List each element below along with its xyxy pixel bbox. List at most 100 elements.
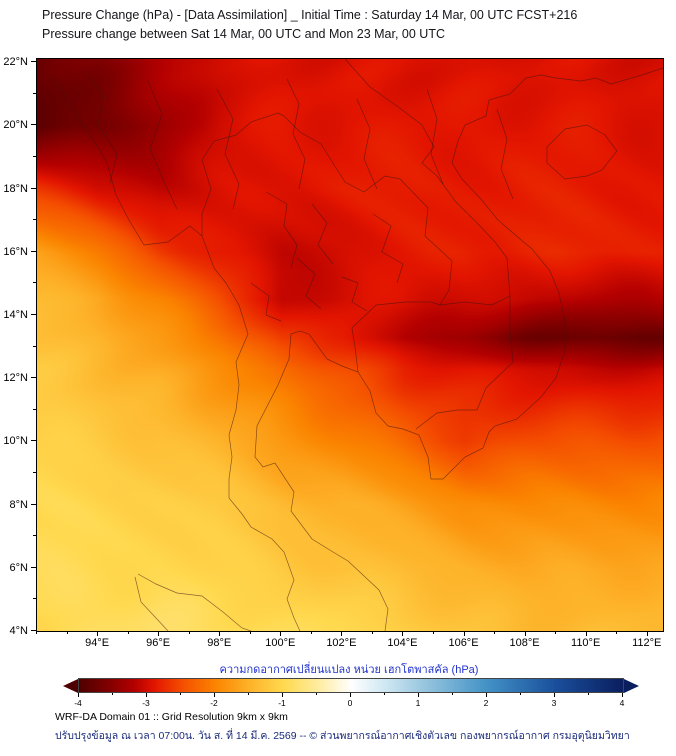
lon-tick-mark	[127, 631, 129, 634]
lat-tick-mark	[33, 345, 36, 347]
colorbar-tick-mark	[622, 693, 623, 697]
lat-tick-mark	[31, 124, 36, 126]
thai-myanmar-border-path	[201, 112, 285, 236]
lon-tick-mark	[188, 631, 190, 634]
lat-tick-label: 18°N	[3, 182, 28, 195]
longitude-axis: 94°E 96°E 98°E 100°E 102°E 104°E 106°E 108°E 110…	[36, 631, 664, 653]
lon-tick-label: 102°E	[326, 637, 357, 649]
lon-tick-mark	[249, 631, 251, 634]
colorbar-tick-label: -1	[278, 698, 286, 708]
page-subtitle: Pressure change between Sat 14 Mar, 00 U…	[42, 27, 445, 41]
colorbar-tick-mark	[248, 693, 249, 695]
page-title: Pressure Change (hPa) - [Data Assimilati…	[42, 8, 578, 22]
lat-tick-label: 10°N	[3, 435, 28, 448]
map-plot-area	[36, 58, 664, 632]
lat-tick-label: 14°N	[3, 308, 28, 321]
lon-tick-mark	[66, 631, 68, 634]
lon-tick-mark	[219, 631, 221, 636]
lon-tick-label: 94°E	[85, 637, 110, 649]
colorbar-tick-mark	[520, 693, 521, 695]
lat-tick-label: 6°N	[9, 561, 28, 574]
colorbar-tick-label: 1	[415, 698, 421, 708]
pressure-field-canvas	[37, 59, 663, 631]
lon-tick-mark	[36, 631, 37, 634]
latitude-axis: 22°N 20°N 18°N 16°N 14°N 12°N 10°N 8°N 6°N 4°N	[0, 56, 36, 637]
colorbar-tick-label: -4	[74, 698, 82, 708]
lon-tick-mark	[310, 631, 312, 634]
lon-tick-mark	[616, 631, 618, 634]
lat-tick-label: 4°N	[9, 625, 28, 637]
lon-tick-label: 106°E	[448, 637, 479, 649]
colorbar-tick-mark	[316, 693, 317, 695]
state-boundaries-texture-path	[82, 68, 514, 210]
coastline-myanmar-path	[51, 77, 203, 246]
footer-update-info: ปรับปรุงข้อมูล ณ เวลา 07:00น. วัน ส. ที่…	[55, 730, 630, 742]
lat-tick-mark	[33, 219, 36, 221]
lat-tick-mark	[33, 282, 36, 284]
lat-tick-mark	[33, 155, 36, 157]
colorbar-tick-mark	[282, 693, 283, 697]
colorbar-gradient	[78, 678, 624, 693]
lat-tick-mark	[31, 187, 36, 189]
colorbar-tick-label: -2	[210, 698, 218, 708]
thai-cambodia-border-path	[351, 301, 441, 373]
colorbar-tick-mark	[452, 693, 453, 695]
colorbar-tick-label: 4	[619, 698, 625, 708]
lat-tick-mark	[31, 377, 36, 379]
colorbar-tick-mark	[214, 693, 215, 697]
vietnam-laos-cambodia-border-path	[415, 295, 514, 430]
colorbar-tick-label: 3	[551, 698, 557, 708]
footer-grid-info: WRF-DA Domain 01 :: Grid Resolution 9km …	[55, 711, 288, 723]
coastline-east-asia-path	[254, 67, 663, 631]
lat-tick-mark	[31, 440, 36, 442]
north-laos-vietnam-border-path	[344, 59, 511, 297]
colorbar-tick-mark	[418, 693, 419, 697]
lat-tick-mark	[31, 566, 36, 568]
lon-tick-mark	[97, 631, 99, 636]
lat-tick-label: 22°N	[3, 56, 28, 69]
lat-tick-mark	[31, 313, 36, 315]
sumatra-coast-path	[134, 573, 252, 631]
lat-tick-mark	[33, 598, 36, 600]
lon-tick-label: 98°E	[207, 637, 232, 649]
lon-tick-label: 108°E	[509, 637, 540, 649]
lon-tick-label: 100°E	[265, 637, 296, 649]
coastline-andaman-path	[201, 235, 301, 631]
lat-tick-mark	[31, 630, 36, 631]
lat-tick-mark	[31, 503, 36, 505]
lat-tick-label: 16°N	[3, 245, 28, 258]
lon-tick-label: 104°E	[387, 637, 418, 649]
lon-tick-mark	[402, 631, 404, 636]
lon-tick-label: 96°E	[146, 637, 171, 649]
colorbar-tick-mark	[146, 693, 147, 697]
hainan-island-path	[546, 124, 618, 180]
lat-tick-label: 8°N	[9, 498, 28, 511]
lon-tick-mark	[341, 631, 343, 636]
lat-tick-mark	[33, 535, 36, 537]
lon-tick-mark	[494, 631, 496, 634]
colorbar-tick-mark	[588, 693, 589, 695]
colorbar-tick-label: 0	[347, 698, 353, 708]
colorbar-tick-mark	[112, 693, 113, 695]
lon-tick-mark	[646, 631, 648, 636]
colorbar-tick-mark	[554, 693, 555, 697]
lat-tick-label: 12°N	[3, 372, 28, 385]
colorbar-tick-label: -3	[142, 698, 150, 708]
colorbar-tick-labels: -4 -3 -2 -1 0 1 2 3 4	[74, 693, 625, 711]
lon-tick-mark	[585, 631, 587, 636]
colorbar-tick-label: 2	[483, 698, 489, 708]
lon-tick-mark	[524, 631, 526, 636]
colorbar-tick-mark	[180, 693, 181, 695]
colorbar-left-arrow-icon	[63, 678, 78, 693]
lon-tick-mark	[463, 631, 465, 636]
lat-tick-mark	[33, 471, 36, 473]
lat-tick-mark	[33, 92, 36, 94]
lat-tick-label: 20°N	[3, 119, 28, 132]
colorbar-tick-mark	[350, 693, 351, 697]
colorbar-tick-mark	[384, 693, 385, 695]
colorbar	[63, 678, 639, 693]
lon-tick-mark	[280, 631, 282, 636]
lat-tick-mark	[33, 408, 36, 410]
colorbar-right-arrow-icon	[624, 678, 639, 693]
